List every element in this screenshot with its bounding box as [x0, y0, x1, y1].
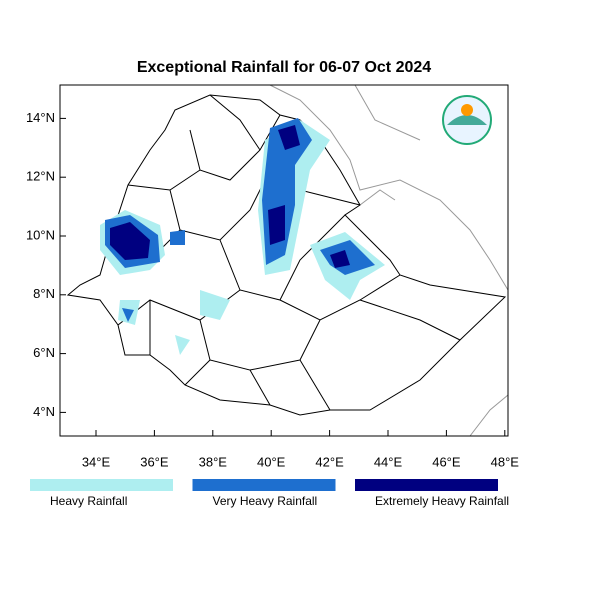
map-title: Exceptional Rainfall for 06-07 Oct 2024	[137, 59, 431, 76]
logo	[442, 95, 492, 145]
legend-label: Very Heavy Rainfall	[213, 494, 318, 508]
legend-label: Heavy Rainfall	[50, 494, 127, 508]
lon-tick-label: 36°E	[140, 454, 169, 469]
lon-tick-label: 48°E	[491, 454, 520, 469]
lat-tick-label: 6°N	[33, 345, 55, 360]
legend-swatch	[355, 479, 498, 491]
lat-tick-label: 10°N	[26, 227, 55, 242]
legend-swatch	[192, 479, 336, 491]
legend-swatch	[30, 479, 173, 491]
lat-tick-label: 12°N	[26, 169, 55, 184]
legend-label: Extremely Heavy Rainfall	[375, 494, 509, 508]
lat-tick-label: 8°N	[33, 286, 55, 301]
lat-tick-label: 4°N	[33, 404, 55, 419]
ethiopia	[66, 94, 507, 416]
lon-tick-label: 38°E	[199, 454, 228, 469]
lon-tick-label: 40°E	[257, 454, 286, 469]
rainfall	[100, 118, 385, 355]
lon-tick-label: 44°E	[374, 454, 403, 469]
lat-tick-label: 14°N	[26, 110, 55, 125]
neighbours	[269, 84, 509, 437]
lon-tick-label: 46°E	[432, 454, 461, 469]
lon-tick-label: 42°E	[315, 454, 344, 469]
frame	[59, 84, 509, 437]
lon-tick-label: 34°E	[82, 454, 111, 469]
